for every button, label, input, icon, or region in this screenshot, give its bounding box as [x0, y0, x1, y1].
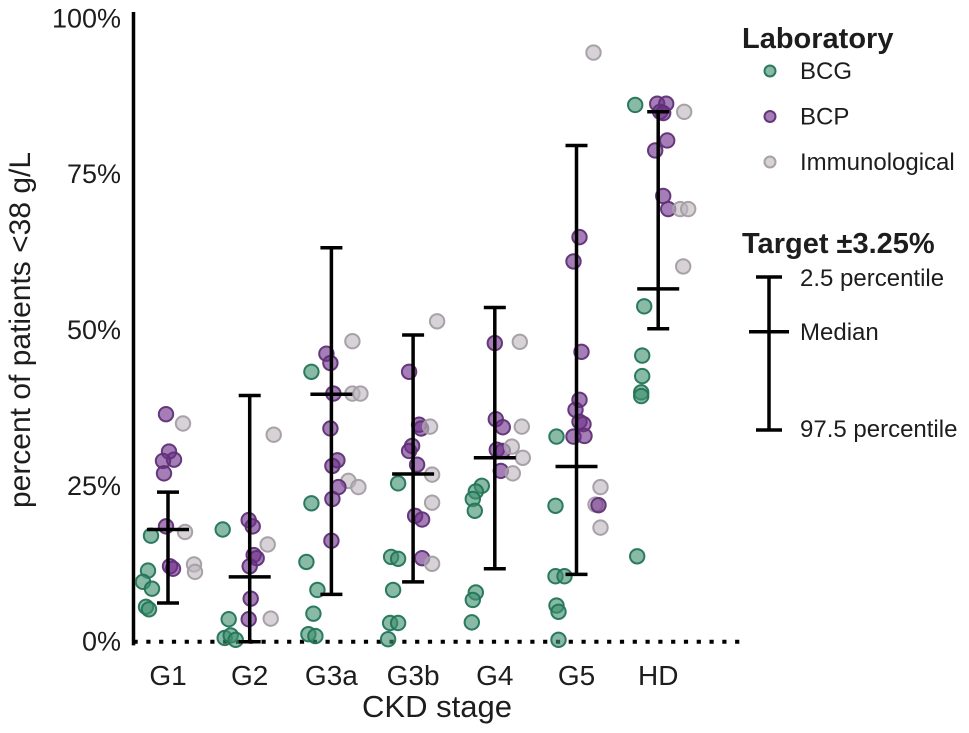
- point-G4-IMM-7: [503, 438, 520, 455]
- point-HD-BCP-7: [647, 142, 664, 159]
- point-HD-BCG-13: [636, 298, 653, 315]
- target-label-median: Median: [800, 319, 879, 346]
- point-G5-BCG-8: [548, 428, 565, 445]
- point-G3b-BCG-14: [389, 550, 407, 567]
- point-G4-BCG-14: [466, 502, 483, 519]
- point-HD-IMM-5: [676, 103, 693, 121]
- point-G5-BCG-20: [550, 631, 567, 649]
- point-HD-BCG-0: [627, 96, 644, 114]
- x-tick-label-G4: G4: [476, 660, 513, 691]
- point-G1-IMM-12: [186, 563, 204, 581]
- point-G3a-BCG-3: [303, 363, 320, 380]
- y-tick-label-25pct: 25%: [67, 471, 121, 501]
- point-G3b-IMM-16: [423, 555, 441, 572]
- target-label-lower: 97.5 percentile: [800, 416, 957, 443]
- point-G5-BCG-12: [547, 497, 564, 514]
- point-G5-IMM-11: [592, 478, 609, 496]
- legend-label-bcg: BCG: [800, 58, 852, 85]
- legend-swatch-imm-icon: [763, 155, 777, 169]
- point-G1-BCP-6: [157, 518, 175, 535]
- point-G3a-BCG-18: [305, 605, 322, 622]
- point-G2-IMM-11: [262, 610, 279, 627]
- point-HD-BCP-6: [659, 132, 676, 149]
- point-G3a-IMM-0: [344, 333, 361, 350]
- point-G3b-BCG-17: [384, 581, 402, 599]
- point-G5-IMM-0: [585, 44, 602, 61]
- point-G5-BCP-10: [576, 427, 593, 445]
- y-tick-label-75pct: 75%: [67, 159, 121, 189]
- point-G5-BCP-2: [565, 253, 582, 270]
- point-G3a-BCG-20: [307, 627, 324, 645]
- y-tick-label-50pct: 50%: [67, 315, 121, 345]
- point-G4-IMM-1: [511, 333, 528, 351]
- point-G3b-BCG-20: [379, 631, 397, 648]
- x-tick-label-G3b: G3b: [387, 660, 440, 691]
- point-G5-BCP-1: [571, 228, 588, 246]
- point-G1-BCG-15: [143, 580, 161, 597]
- point-G3a-IMM-6: [352, 385, 369, 402]
- point-G1-BCP-5: [155, 465, 173, 482]
- y-tick-label-0pct: 0%: [82, 627, 121, 657]
- point-G3b-IMM-10: [423, 494, 441, 511]
- y-axis-title: percent of patients <38 g/L: [4, 152, 37, 508]
- point-G3a-BCG-14: [303, 495, 320, 512]
- y-tick-label-100pct: 100%: [52, 3, 121, 33]
- point-HD-BCG-18: [629, 548, 646, 565]
- point-G4-IMM-4: [513, 418, 530, 435]
- point-G1-BCP-0: [157, 405, 175, 423]
- point-G2-BCG-9: [220, 611, 237, 628]
- point-G3a-BCG-16: [298, 553, 315, 571]
- legend-label-bcp: BCP: [800, 104, 849, 131]
- x-tick-label-G2: G2: [231, 660, 268, 691]
- point-G1-IMM-7: [176, 523, 194, 541]
- point-G3b-IMM-4: [421, 418, 439, 435]
- legend-title-laboratory: Laboratory: [742, 23, 893, 55]
- legend-swatch-bcp-icon: [763, 110, 777, 123]
- target-label-upper: 2.5 percentile: [800, 265, 944, 292]
- legend-swatch-bcg-icon: [763, 64, 777, 78]
- point-G4-BCG-17: [463, 614, 480, 631]
- point-G1-BCG-17: [140, 601, 158, 618]
- x-tick-label-HD: HD: [638, 660, 678, 691]
- point-G2-BCG-14: [227, 631, 244, 649]
- point-G4-IMM-8: [514, 449, 531, 466]
- legend-title-target: Target ±3.25%: [742, 228, 935, 260]
- point-G3b-BCG-19: [389, 614, 407, 632]
- point-HD-BCG-14: [634, 347, 651, 364]
- point-G2-BCG-3: [214, 521, 231, 538]
- point-G3a-IMM-12: [350, 478, 367, 496]
- point-G2-IMM-0: [265, 426, 282, 443]
- point-G2-BCP-2: [244, 518, 261, 535]
- x-tick-label-G1: G1: [149, 660, 186, 691]
- point-G3b-IMM-0: [428, 313, 446, 330]
- point-G4-IMM-10: [504, 465, 521, 482]
- legend-label-imm: Immunological: [800, 149, 955, 176]
- x-tick-label-G3a: G3a: [305, 660, 358, 691]
- point-G2-IMM-4: [259, 536, 276, 553]
- point-G5-IMM-15: [592, 519, 609, 536]
- x-tick-label-G5: G5: [558, 660, 595, 691]
- point-HD-IMM-11: [680, 200, 697, 218]
- point-HD-BCG-15: [634, 367, 651, 385]
- point-G1-IMM-1: [174, 415, 192, 432]
- point-G5-BCG-17: [556, 568, 573, 585]
- point-G5-BCG-19: [550, 603, 567, 620]
- x-axis-title: CKD stage: [362, 689, 512, 724]
- point-G4-BCG-16: [464, 591, 481, 609]
- point-HD-IMM-12: [675, 258, 692, 275]
- point-G5-BCP-14: [590, 496, 607, 514]
- point-G4-BCP-3: [494, 419, 511, 436]
- point-G3b-BCG-9: [389, 475, 407, 492]
- point-HD-BCG-17: [633, 387, 650, 405]
- point-G3b-BCP-12: [413, 511, 431, 528]
